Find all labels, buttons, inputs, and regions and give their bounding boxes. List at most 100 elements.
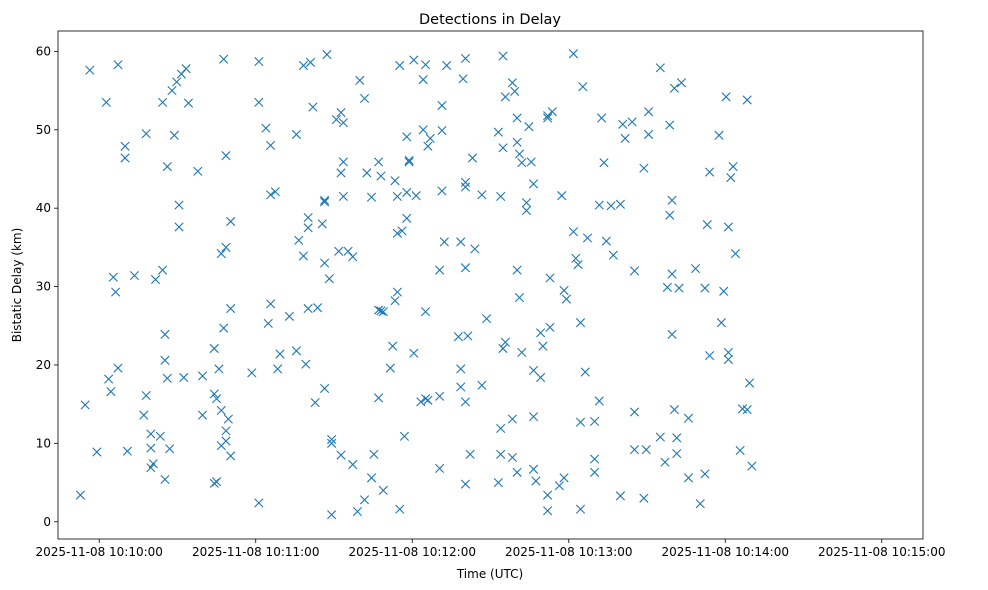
data-point-marker (639, 493, 649, 503)
data-point-marker (545, 273, 555, 283)
data-point-marker (221, 242, 231, 252)
data-point-marker (338, 191, 348, 202)
data-point-marker (594, 200, 604, 210)
data-point-marker (672, 448, 682, 459)
data-point-marker (453, 332, 464, 342)
data-point-marker (512, 265, 522, 275)
data-point-marker (141, 390, 151, 401)
x-tick-label: 2025-11-08 10:10:00 (35, 545, 162, 559)
data-point-marker (669, 83, 679, 93)
data-point-marker (308, 102, 318, 112)
data-point-marker (747, 461, 757, 471)
data-point-marker (545, 322, 555, 332)
data-point-marker (404, 157, 414, 167)
data-point-marker (667, 329, 677, 339)
data-point-marker (167, 85, 177, 96)
data-point-marker (493, 127, 503, 137)
data-point-marker (667, 195, 677, 205)
data-point-marker (420, 394, 431, 404)
data-point-marker (423, 395, 433, 405)
data-point-marker (528, 412, 539, 422)
data-point-marker (397, 226, 407, 236)
data-point-marker (435, 391, 445, 401)
data-point-marker (324, 274, 334, 284)
y-tick-label: 50 (36, 123, 51, 137)
data-point-marker (496, 423, 506, 434)
data-point-marker (146, 443, 156, 453)
data-point-marker (573, 260, 583, 270)
y-tick-label: 20 (36, 358, 51, 372)
data-point-marker (580, 367, 590, 377)
data-point-marker (435, 463, 445, 474)
data-point-marker (554, 481, 564, 491)
data-point-marker (674, 283, 684, 293)
data-point-marker (378, 485, 388, 495)
data-point-marker (254, 498, 264, 508)
data-point-marker (374, 393, 384, 403)
data-point-marker (388, 341, 398, 351)
data-point-marker (700, 469, 710, 479)
data-point-marker (355, 75, 365, 85)
data-point-marker (514, 149, 525, 159)
data-point-marker (399, 431, 410, 441)
data-point-marker (402, 132, 412, 142)
data-point-marker (101, 97, 111, 107)
data-point-marker (223, 414, 233, 424)
data-point-marker (111, 287, 121, 297)
data-point-marker (507, 452, 518, 463)
plot-frame (57, 30, 924, 540)
data-point-marker (174, 222, 184, 232)
data-point-marker (219, 323, 229, 333)
data-point-marker (221, 151, 231, 161)
data-point-marker (226, 451, 236, 461)
data-point-marker (320, 258, 330, 268)
data-point-marker (728, 162, 738, 172)
data-point-marker (129, 271, 140, 281)
data-point-marker (312, 303, 323, 313)
data-point-marker (597, 113, 607, 123)
data-point-marker (390, 296, 400, 306)
data-point-marker (608, 250, 618, 260)
data-point-marker (437, 186, 447, 196)
data-point-marker (517, 347, 527, 358)
data-point-marker (209, 389, 219, 399)
data-point-marker (589, 467, 600, 477)
data-point-marker (216, 249, 226, 259)
data-point-marker (543, 490, 553, 500)
data-point-marker (291, 346, 302, 356)
data-point-marker (359, 495, 370, 505)
data-point-marker (456, 237, 466, 247)
data-point-marker (162, 162, 172, 172)
data-point-marker (209, 478, 219, 488)
data-point-marker (477, 380, 487, 390)
data-point-marker (627, 117, 637, 127)
data-point-marker (660, 457, 670, 467)
data-point-marker (181, 64, 191, 74)
data-point-marker (512, 113, 522, 123)
data-point-marker (615, 199, 625, 209)
data-point-marker (106, 387, 116, 397)
data-point-marker (120, 153, 130, 163)
data-point-marker (334, 246, 344, 256)
data-point-marker (362, 168, 372, 178)
data-point-marker (376, 306, 386, 316)
data-point-marker (320, 195, 330, 205)
data-point-marker (498, 51, 508, 61)
data-point-marker (343, 246, 353, 256)
data-point-marker (366, 473, 377, 483)
data-point-marker (219, 54, 229, 64)
data-point-marker (320, 383, 330, 394)
data-point-marker (155, 431, 165, 441)
data-point-marker (317, 219, 327, 229)
data-point-marker (493, 477, 503, 488)
data-point-marker (423, 141, 433, 151)
data-point-marker (463, 331, 473, 341)
data-point-marker (526, 157, 536, 167)
data-point-marker (601, 236, 611, 246)
data-point-marker (416, 397, 426, 407)
data-point-marker (669, 405, 679, 415)
data-point-marker (395, 60, 405, 71)
data-point-marker (275, 349, 285, 359)
data-point-marker (735, 445, 745, 456)
